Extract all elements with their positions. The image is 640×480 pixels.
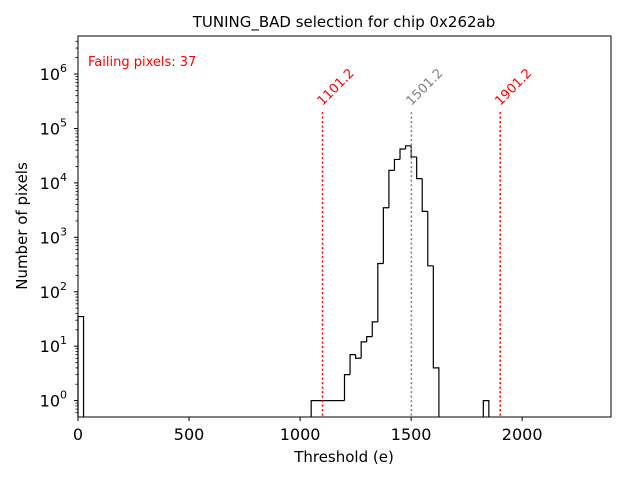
y-axis-label: Number of pixels bbox=[13, 162, 31, 290]
threshold-lines: 1101.2 1501.2 1901.2 bbox=[315, 66, 535, 417]
x-tick-label: 500 bbox=[174, 425, 205, 444]
histogram-bin bbox=[377, 262, 384, 322]
histogram-bin bbox=[366, 336, 373, 342]
failing-pixels-annotation: Failing pixels: 37 bbox=[88, 55, 196, 70]
y-tick-label: 104 bbox=[40, 171, 67, 193]
x-axis-label: Threshold (e) bbox=[293, 448, 394, 466]
histogram-bin bbox=[416, 156, 423, 180]
histogram-bin bbox=[382, 207, 389, 264]
threshold-line-label: 1901.2 bbox=[492, 66, 535, 109]
chart-title: TUNING_BAD selection for chip 0x262ab bbox=[192, 13, 496, 32]
histogram-bin bbox=[482, 400, 490, 417]
histogram-bin bbox=[360, 341, 367, 359]
histogram-bin bbox=[355, 354, 362, 359]
histogram-bin bbox=[421, 178, 428, 212]
x-tick-label: 1500 bbox=[391, 425, 432, 444]
x-tick-label: 0 bbox=[73, 425, 83, 444]
histogram-bin bbox=[371, 321, 378, 337]
y-tick-label: 106 bbox=[40, 62, 67, 84]
threshold-line-label: 1101.2 bbox=[315, 66, 358, 109]
y-tick-label: 102 bbox=[40, 280, 67, 302]
threshold-line-label: 1501.2 bbox=[404, 66, 447, 109]
y-tick-label: 105 bbox=[40, 116, 67, 138]
x-axis-ticks: 0 500 1000 1500 2000 bbox=[73, 417, 543, 444]
histogram-bin bbox=[399, 148, 406, 160]
y-tick-label: 103 bbox=[40, 225, 67, 247]
histogram-bin bbox=[388, 169, 395, 208]
y-axis-ticks: 100 101 102 103 104 105 106 bbox=[40, 40, 78, 414]
histogram-bin bbox=[393, 158, 401, 171]
histogram-bars bbox=[77, 145, 490, 417]
x-tick-label: 1000 bbox=[280, 425, 321, 444]
histogram-bin bbox=[343, 374, 351, 401]
histogram-bin bbox=[404, 145, 412, 149]
histogram-bin bbox=[432, 265, 440, 417]
x-tick-label: 2000 bbox=[502, 425, 543, 444]
histogram-bin bbox=[77, 315, 85, 417]
y-tick-label: 100 bbox=[40, 389, 67, 411]
plot-frame bbox=[77, 35, 612, 418]
histogram-bin bbox=[310, 400, 323, 417]
histogram-bin bbox=[349, 354, 356, 375]
histogram-bin bbox=[427, 211, 434, 267]
y-tick-label: 101 bbox=[40, 334, 67, 356]
histogram-bin bbox=[410, 145, 417, 158]
